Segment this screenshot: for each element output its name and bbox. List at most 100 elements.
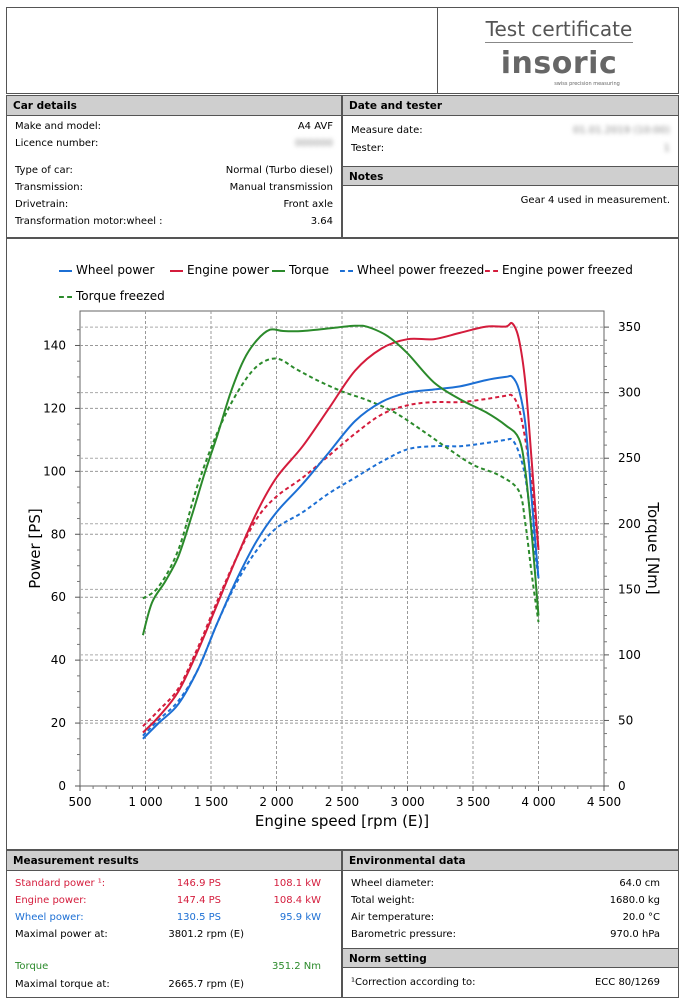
baro-value: 970.0 hPa [610,929,660,940]
y-tick-label: 60 [51,590,66,604]
transformation-value: 3.64 [310,216,333,227]
engine-power-ps: 147.4 PS [176,895,221,906]
legend-wheel-power: Wheel power [59,263,154,277]
licence-value: 000000 [294,138,333,149]
torque-label: Torque [15,961,49,972]
legend-engine-power: Engine power [170,263,269,277]
max-power-label: Maximal power at: [15,929,108,940]
y2-tick-label: 50 [618,713,633,727]
car-details-heading: Car details [7,96,341,116]
series-line-engine-power-freezed [142,393,540,727]
brand-logo: insoric [439,46,679,81]
standard-power-label: Standard power ¹: [15,878,106,889]
max-torque-label: Maximal torque at: [15,979,110,990]
y-tick-label: 40 [51,653,66,667]
series-line-torque-freezed [142,357,540,623]
wheel-diameter-value: 64.0 cm [619,878,660,889]
environmental-box: Environmental data Wheel diameter: 64.0 … [342,850,679,998]
measurement-results-heading: Measurement results [7,851,341,871]
drivetrain-value: Front axle [283,199,333,210]
notes-text: Gear 4 used in measurement. [520,195,670,206]
y-tick-label: 140 [43,338,66,352]
certificate-title: Test certificate [485,17,633,41]
x-tick-label: 4 000 [521,795,555,809]
engine-power-label: Engine power: [15,895,87,906]
chart-box: Wheel power Engine power Torque Wheel po… [6,238,679,850]
tester-value: 1 [663,143,670,154]
series-line-torque [141,324,540,636]
correction-label: ¹Correction according to: [351,977,476,988]
x-tick-label: 3 000 [390,795,424,809]
y2-tick-label: 150 [618,582,641,596]
wheel-power-kw: 95.9 kW [279,912,321,923]
transformation-label: Transformation motor:wheel : [15,216,163,227]
title-underline [485,42,633,43]
engine-power-kw: 108.4 kW [273,895,322,906]
notes-heading: Notes [343,166,678,186]
power-torque-chart: 500 1 000 1 500 2 000 2 500 3 000 3 500 4 000 4 … [26,310,662,830]
header-box: Test certificate insoric swiss precision… [6,7,679,94]
y2-tick-label: 350 [618,320,641,334]
x-tick-label: 4 500 [587,795,621,809]
drivetrain-label: Drivetrain: [15,199,69,210]
header-divider [437,8,438,93]
baro-label: Barometric pressure: [351,929,456,940]
x-axis-label: Engine speed [rpm (E)] [255,812,429,830]
legend-torque: Torque [272,263,329,277]
make-model-label: Make and model: [15,121,102,132]
car-details-box: Car details Make and model: A4 AVF Licen… [6,95,342,238]
total-weight-value: 1680.0 kg [609,895,660,906]
x-tick-label: 500 [69,795,92,809]
environmental-heading: Environmental data [343,851,678,871]
y-tick-label: 80 [51,527,66,541]
max-power-value: 3801.2 rpm (E) [168,929,244,940]
type-label: Type of car: [15,165,73,176]
brand-text: insoric [500,46,618,81]
type-value: Normal (Turbo diesel) [225,165,333,176]
standard-power-kw: 108.1 kW [273,878,322,889]
y-axis-label: Power [PS] [26,508,44,588]
series-line-wheel-power [142,374,540,740]
date-tester-heading: Date and tester [343,96,678,116]
air-temp-label: Air temperature: [351,912,435,923]
y-tick-label: 120 [43,401,66,415]
y2-tick-label: 100 [618,648,641,662]
date-tester-box: Date and tester Measure date: 01.01.2019… [342,95,679,238]
y-tick-label: 100 [43,464,66,478]
x-tick-label: 1 500 [194,795,228,809]
max-torque-value: 2665.7 rpm (E) [168,979,244,990]
x-tick-label: 3 500 [456,795,490,809]
y2-tick-label: 0 [618,779,626,793]
correction-value: ECC 80/1269 [594,977,660,988]
measurement-results-box: Measurement results Standard power ¹: 14… [6,850,342,998]
wheel-diameter-label: Wheel diameter: [351,878,435,889]
y-tick-label: 20 [51,716,66,730]
y2-tick-label: 250 [618,451,641,465]
air-temp-value: 20.0 °C [622,912,660,923]
wheel-power-label: Wheel power: [15,912,84,923]
brand-tagline: swiss precision measuring [554,81,620,87]
x-tick-label: 2 500 [325,795,359,809]
norm-heading: Norm setting [343,948,678,968]
y2-tick-label: 200 [618,517,641,531]
legend-engine-power-freezed: Engine power freezed [485,263,633,277]
standard-power-ps: 146.9 PS [176,878,221,889]
series-line-engine-power [142,321,540,734]
make-model-value: A4 AVF [297,121,333,132]
licence-label: Licence number: [15,138,99,149]
legend-wheel-power-freezed: Wheel power freezed [340,263,484,277]
wheel-power-ps: 130.5 PS [176,912,221,923]
measure-date-label: Measure date: [351,125,423,136]
torque-value: 351.2 Nm [271,961,321,972]
legend-torque-freezed: Torque freezed [59,289,165,303]
measure-date-value: 01.01.2019 (10:00) [572,125,670,136]
total-weight-label: Total weight: [351,895,415,906]
y-tick-label: 0 [58,779,66,793]
y2-tick-label: 300 [618,386,641,400]
tester-label: Tester: [351,143,385,154]
x-tick-label: 2 000 [259,795,293,809]
series-line-wheel-power-freezed [142,437,540,737]
transmission-value: Manual transmission [229,182,333,193]
y2-axis-label: Torque [Nm] [644,501,662,594]
transmission-label: Transmission: [15,182,83,193]
